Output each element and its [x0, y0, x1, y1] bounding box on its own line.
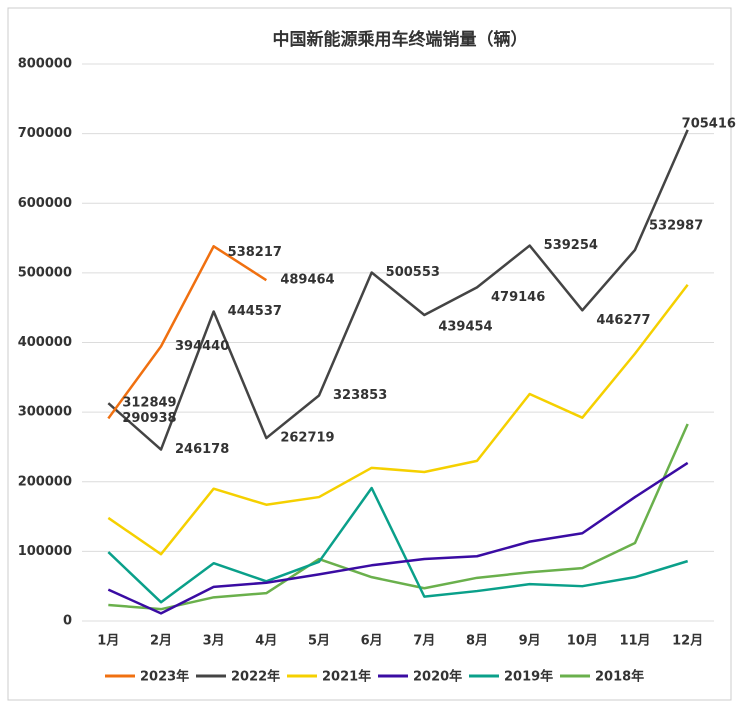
x-tick-label: 3月 — [203, 634, 225, 649]
series-line — [107, 461, 689, 615]
data-label: 439454 — [438, 320, 492, 335]
x-tick-label: 12月 — [672, 634, 703, 649]
y-tick-label: 700000 — [18, 126, 72, 141]
series-line — [107, 245, 268, 420]
chart-title: 中国新能源乘用车终端销量（辆） — [273, 29, 528, 50]
x-tick-label: 11月 — [619, 634, 650, 649]
y-tick-label: 600000 — [18, 196, 72, 211]
x-tick-label: 8月 — [466, 634, 488, 649]
data-label: 532987 — [649, 218, 703, 233]
data-label: 323853 — [333, 388, 387, 403]
chart-frame — [7, 7, 732, 701]
data-label: 489464 — [280, 273, 334, 288]
y-tick-label: 400000 — [18, 335, 72, 350]
x-tick-label: 7月 — [413, 634, 435, 649]
y-tick-label: 300000 — [18, 405, 72, 420]
data-label: 246178 — [175, 442, 229, 457]
data-label: 446277 — [596, 313, 650, 328]
x-tick-label: 9月 — [519, 634, 541, 649]
x-tick-label: 1月 — [97, 634, 119, 649]
x-tick-label: 5月 — [308, 634, 330, 649]
y-tick-label: 200000 — [18, 474, 72, 489]
x-tick-label: 2月 — [150, 634, 172, 649]
legend-label: 2018年 — [595, 669, 644, 685]
data-label: 312849 — [122, 396, 176, 411]
data-label: 290938 — [122, 411, 176, 426]
data-label: 705416 — [682, 116, 736, 131]
data-label: 444537 — [228, 304, 282, 319]
x-tick-label: 6月 — [361, 634, 383, 649]
legend-label: 2020年 — [413, 669, 462, 685]
legend-label: 2023年 — [140, 669, 189, 685]
series-line — [107, 283, 689, 556]
legend-label: 2019年 — [504, 669, 553, 685]
y-tick-label: 500000 — [18, 265, 72, 280]
series-line — [107, 129, 689, 451]
data-label: 479146 — [491, 290, 545, 305]
y-tick-label: 0 — [63, 614, 72, 629]
series-line — [108, 423, 689, 611]
y-tick-label: 100000 — [18, 544, 72, 559]
data-label: 500553 — [386, 265, 440, 280]
data-label: 394440 — [175, 339, 229, 354]
data-label: 539254 — [544, 238, 598, 253]
x-tick-label: 10月 — [567, 634, 598, 649]
data-label: 538217 — [228, 245, 282, 260]
series-line — [107, 486, 689, 604]
legend-label: 2021年 — [322, 669, 371, 685]
y-tick-label: 800000 — [18, 57, 72, 72]
data-label: 262719 — [280, 431, 334, 446]
legend-label: 2022年 — [231, 669, 280, 685]
x-tick-label: 4月 — [255, 634, 277, 649]
